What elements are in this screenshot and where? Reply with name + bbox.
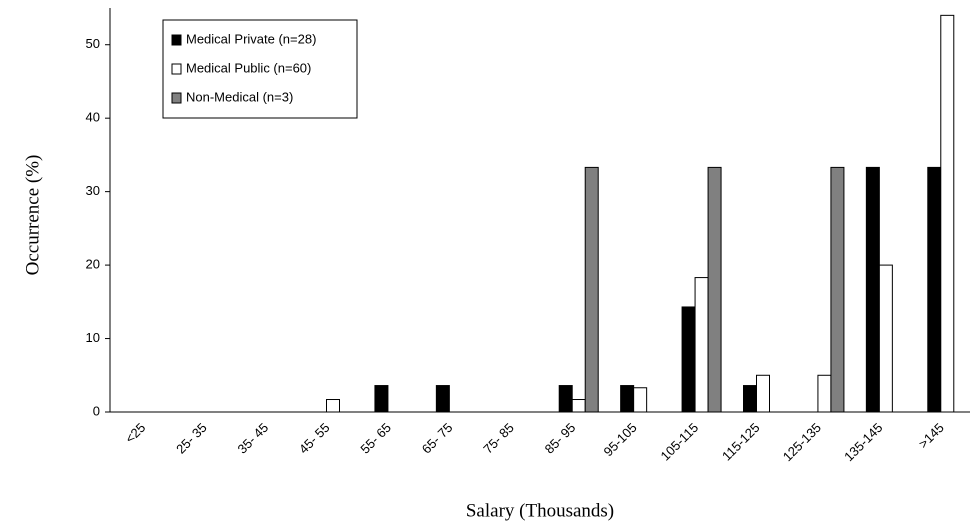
x-tick-label: 85- 95	[542, 420, 579, 457]
bar	[326, 399, 340, 413]
bar	[940, 14, 955, 413]
x-tick-label: 135-145	[841, 420, 885, 464]
y-tick-label: 30	[86, 183, 100, 198]
bar	[830, 166, 845, 413]
bar	[694, 277, 709, 413]
bar	[374, 385, 389, 413]
x-tick-label: 35- 45	[235, 420, 272, 457]
bar	[817, 374, 832, 413]
legend-swatch	[171, 34, 182, 46]
legend-swatch	[171, 63, 182, 75]
bar	[743, 385, 757, 413]
x-tick-label: 75- 85	[480, 420, 517, 457]
x-tick-label: <25	[122, 420, 148, 446]
bar	[878, 264, 893, 413]
bar	[681, 306, 696, 413]
x-axis-label: Salary (Thousands)	[466, 500, 614, 521]
y-axis-label: Occurrence (%)	[22, 155, 43, 276]
y-tick-label: 50	[86, 36, 100, 51]
bar	[584, 166, 599, 413]
bar	[633, 387, 648, 413]
bar	[865, 166, 880, 413]
y-tick-label: 20	[86, 257, 100, 272]
y-tick-label: 0	[93, 403, 100, 418]
legend-label: Medical Public (n=60)	[186, 60, 311, 75]
bar	[571, 399, 586, 413]
x-tick-label: 125-135	[780, 420, 824, 464]
bar	[707, 166, 722, 413]
x-tick-label: 115-125	[719, 420, 763, 464]
legend-swatch	[171, 92, 182, 104]
y-tick-label: 10	[86, 330, 100, 345]
x-tick-label: 55- 65	[357, 420, 394, 457]
bar	[620, 385, 635, 413]
x-tick-label: 25- 35	[173, 420, 210, 457]
x-tick-label: 105-115	[658, 420, 702, 464]
y-tick-label: 40	[86, 110, 100, 125]
bar	[756, 374, 770, 413]
x-tick-label: 95-105	[601, 420, 640, 459]
x-tick-label: 65- 75	[419, 420, 456, 457]
legend-label: Non-Medical (n=3)	[186, 89, 293, 104]
bar	[927, 166, 942, 413]
legend-box	[162, 19, 358, 119]
x-tick-label: >145	[916, 420, 947, 451]
bar	[435, 385, 450, 413]
x-tick-label: 45- 55	[296, 420, 333, 457]
legend-label: Medical Private (n=28)	[186, 31, 316, 46]
bar	[558, 385, 573, 413]
